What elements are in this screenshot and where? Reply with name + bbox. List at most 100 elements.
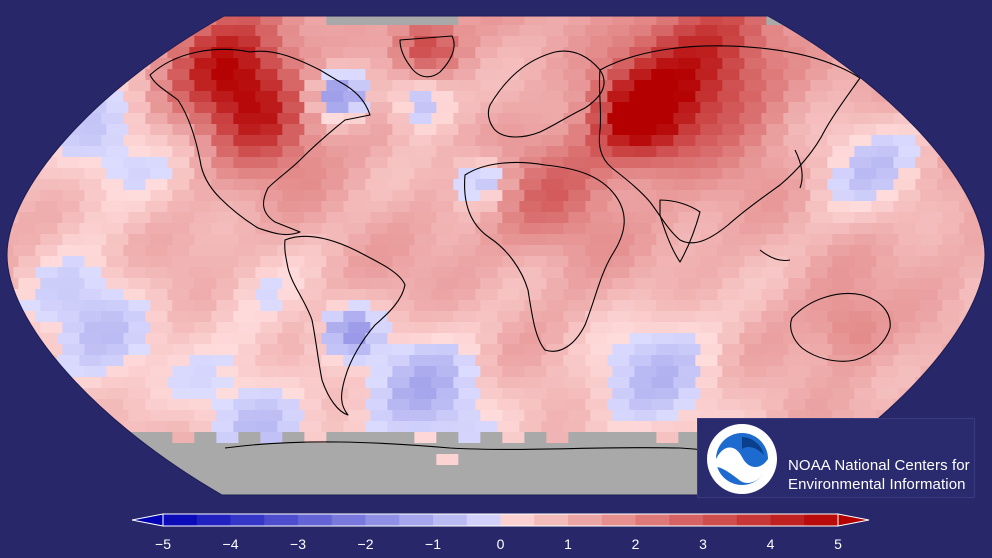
anomaly-cell: [392, 388, 415, 400]
anomaly-cell: [194, 80, 217, 92]
anomaly-cell: [744, 102, 767, 114]
anomaly-cell: [651, 25, 674, 37]
anomaly-cell: [431, 289, 454, 301]
anomaly-cell: [453, 223, 476, 235]
anomaly-cell: [62, 432, 85, 444]
anomaly-cell: [744, 322, 767, 334]
anomaly-cell: [13, 333, 36, 345]
colorbar-swatch: [736, 514, 771, 526]
anomaly-cell: [458, 476, 481, 488]
anomaly-cell: [656, 388, 679, 400]
anomaly-cell: [920, 366, 943, 378]
anomaly-cell: [854, 212, 877, 224]
anomaly-cell: [717, 311, 740, 323]
anomaly-cell: [106, 344, 129, 356]
anomaly-cell: [959, 267, 982, 279]
anomaly-cell: [458, 366, 481, 378]
anomaly-cell: [942, 322, 965, 334]
anomaly-cell: [304, 16, 327, 26]
anomaly-cell: [123, 157, 146, 169]
anomaly-cell: [84, 212, 107, 224]
anomaly-cell: [40, 234, 63, 246]
anomaly-cell: [546, 168, 569, 180]
anomaly-cell: [524, 410, 547, 422]
anomaly-cell: [854, 36, 877, 48]
anomaly-cell: [898, 212, 921, 224]
anomaly-cell: [739, 355, 762, 367]
anomaly-cell: [981, 69, 985, 81]
anomaly-cell: [150, 36, 173, 48]
anomaly-cell: [123, 201, 146, 213]
anomaly-cell: [502, 36, 525, 48]
anomaly-cell: [106, 366, 129, 378]
anomaly-cell: [128, 190, 151, 202]
anomaly-cell: [238, 16, 261, 26]
anomaly-cell: [365, 377, 388, 389]
anomaly-cell: [788, 16, 811, 26]
anomaly-cell: [898, 278, 921, 290]
anomaly-cell: [651, 245, 674, 257]
anomaly-cell: [409, 47, 432, 59]
anomaly-cell: [365, 69, 388, 81]
anomaly-cell: [475, 223, 498, 235]
anomaly-cell: [893, 157, 916, 169]
anomaly-cell: [634, 410, 657, 422]
anomaly-cell: [524, 234, 547, 246]
anomaly-cell: [194, 388, 217, 400]
anomaly-cell: [123, 179, 146, 191]
anomaly-cell: [326, 388, 349, 400]
anomaly-cell: [524, 102, 547, 114]
anomaly-cell: [739, 69, 762, 81]
tick-label: −4: [222, 536, 239, 552]
anomaly-cell: [854, 388, 877, 400]
anomaly-cell: [607, 333, 630, 345]
anomaly-cell: [871, 47, 894, 59]
anomaly-cell: [761, 113, 784, 125]
anomaly-cell: [541, 267, 564, 279]
anomaly-cell: [62, 212, 85, 224]
anomaly-cell: [590, 476, 613, 488]
anomaly-cell: [827, 25, 850, 37]
anomaly-cell: [35, 47, 58, 59]
anomaly-cell: [145, 421, 168, 433]
anomaly-cell: [343, 113, 366, 125]
anomaly-cell: [937, 113, 960, 125]
anomaly-cell: [304, 322, 327, 334]
anomaly-cell: [590, 278, 613, 290]
anomaly-cell: [172, 16, 195, 26]
anomaly-cell: [634, 58, 657, 70]
anomaly-cell: [106, 454, 129, 466]
anomaly-cell: [959, 69, 982, 81]
anomaly-cell: [788, 212, 811, 224]
colorbar-swatch: [466, 514, 501, 526]
anomaly-cell: [788, 278, 811, 290]
anomaly-cell: [150, 432, 173, 444]
anomaly-cell: [189, 421, 212, 433]
anomaly-cell: [783, 201, 806, 213]
anomaly-cell: [238, 344, 261, 356]
anomaly-cell: [304, 410, 327, 422]
anomaly-cell: [744, 124, 767, 136]
anomaly-cell: [871, 311, 894, 323]
anomaly-cell: [431, 157, 454, 169]
anomaly-cell: [832, 256, 855, 268]
anomaly-cell: [590, 80, 613, 92]
anomaly-cell: [937, 179, 960, 191]
anomaly-cell: [612, 190, 635, 202]
anomaly-cell: [871, 157, 894, 169]
anomaly-cell: [502, 366, 525, 378]
anomaly-cell: [678, 124, 701, 136]
anomaly-cell: [546, 410, 569, 422]
anomaly-cell: [277, 465, 300, 477]
anomaly-cell: [981, 223, 985, 235]
anomaly-cell: [7, 267, 14, 279]
anomaly-cell: [145, 465, 168, 477]
anomaly-cell: [167, 421, 190, 433]
anomaly-cell: [57, 289, 80, 301]
anomaly-cell: [717, 113, 740, 125]
anomaly-cell: [282, 58, 305, 70]
anomaly-cell: [436, 16, 459, 26]
anomaly-cell: [849, 267, 872, 279]
anomaly-cell: [563, 465, 586, 477]
anomaly-cell: [84, 234, 107, 246]
